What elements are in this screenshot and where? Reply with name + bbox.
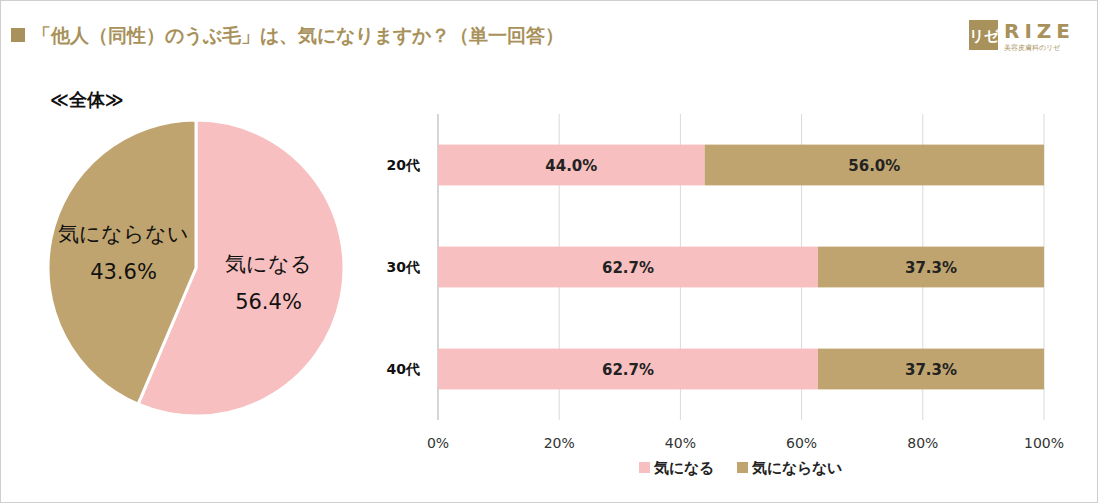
bar-value-label: 62.7% bbox=[602, 259, 654, 277]
y-category-label: 40代 bbox=[387, 361, 420, 377]
bar-value-label: 62.7% bbox=[602, 361, 654, 379]
x-tick-label: 20% bbox=[544, 435, 575, 451]
x-tick-label: 40% bbox=[665, 435, 696, 451]
logo-mark: リゼ bbox=[969, 27, 1000, 45]
bar-value-label: 37.3% bbox=[905, 361, 957, 379]
pie-value-label: 56.4% bbox=[235, 290, 302, 314]
bar-segment bbox=[438, 247, 818, 288]
bars bbox=[438, 145, 1044, 390]
pie-labels: 気になる 56.4% 気にならない 43.6% bbox=[58, 222, 312, 314]
y-category-label: 30代 bbox=[387, 259, 420, 275]
x-tick-label: 60% bbox=[786, 435, 817, 451]
legend-swatch bbox=[737, 462, 748, 473]
x-tick-label: 100% bbox=[1024, 435, 1064, 451]
y-category-label: 20代 bbox=[387, 157, 420, 173]
legend-label: 気にならない bbox=[751, 459, 842, 477]
bar-labels: 44.0% 56.0% 62.7% 37.3% 62.7% 37.3% bbox=[545, 157, 957, 379]
x-tick-label: 80% bbox=[907, 435, 938, 451]
pie-category-label: 気にならない bbox=[58, 222, 189, 246]
x-tick-label: 0% bbox=[427, 435, 449, 451]
legend: 気になる 気にならない bbox=[639, 459, 842, 477]
chart-root: 「他人（同性）のうぶ毛」は、気になりますか？（単一回答） リゼRIZE美容皮膚科の… bbox=[0, 0, 1098, 503]
bar-value-label: 56.0% bbox=[848, 157, 900, 175]
pie-category-label: 気になる bbox=[225, 252, 312, 276]
grid bbox=[438, 114, 1044, 420]
bar-segment bbox=[438, 349, 818, 390]
bar-value-label: 37.3% bbox=[905, 259, 957, 277]
pie-slice bbox=[48, 120, 196, 404]
frame bbox=[1, 1, 1098, 503]
pie-value-label: 43.6% bbox=[90, 260, 157, 284]
bar-segment bbox=[705, 145, 1044, 186]
title-marker bbox=[11, 28, 25, 42]
legend-swatch bbox=[639, 462, 650, 473]
logo-name: RIZE bbox=[1004, 19, 1075, 43]
bar-segment bbox=[818, 247, 1044, 288]
logo-tagline: 美容皮膚科のリゼ bbox=[1004, 44, 1061, 52]
legend-label: 気になる bbox=[653, 459, 714, 477]
title: 「他人（同性）のうぶ毛」は、気になりますか？（単一回答） bbox=[32, 24, 564, 47]
bar-value-label: 44.0% bbox=[545, 157, 597, 175]
bar-segment bbox=[438, 145, 705, 186]
pie bbox=[48, 120, 344, 416]
bar-segment bbox=[818, 349, 1044, 390]
pie-subtitle: ≪全体≫ bbox=[50, 89, 124, 110]
